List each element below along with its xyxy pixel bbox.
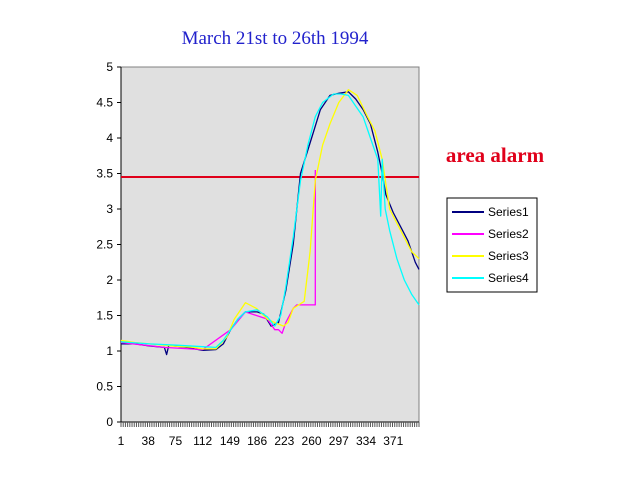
x-tick-label: 371 xyxy=(383,434,403,448)
y-tick-label: 2.5 xyxy=(96,238,113,252)
x-tick-label: 297 xyxy=(329,434,349,448)
y-tick-label: 3.5 xyxy=(96,167,113,181)
x-axis: 1 38 75 112 149 186 223 260 297 334 371 xyxy=(118,421,420,448)
y-tick-label: 4.5 xyxy=(96,96,113,110)
x-tick-label: 1 xyxy=(118,434,125,448)
x-tick-label: 260 xyxy=(302,434,322,448)
x-tick-label: 112 xyxy=(193,434,212,448)
y-tick-label: 0.5 xyxy=(96,380,113,394)
series-line-4 xyxy=(120,93,420,349)
legend-label: Series3 xyxy=(488,249,529,263)
x-tick-label: 334 xyxy=(356,434,376,448)
x-tick-label: 75 xyxy=(169,434,183,448)
y-tick-label: 3 xyxy=(106,202,113,216)
legend-label: Series1 xyxy=(488,205,529,219)
legend-label: Series4 xyxy=(488,271,529,285)
y-tick-label: 0 xyxy=(106,415,113,429)
y-tick-label: 4 xyxy=(106,131,113,145)
legend-label: Series2 xyxy=(488,227,529,241)
y-tick-label: 5 xyxy=(106,60,113,74)
area-alarm-label: area alarm xyxy=(446,143,545,167)
series-line-2 xyxy=(120,170,316,351)
series-line-3 xyxy=(120,89,420,350)
x-tick-label: 38 xyxy=(142,434,156,448)
chart-title: March 21st to 26th 1994 xyxy=(182,28,369,49)
series-lines xyxy=(120,89,420,356)
y-tick-label: 1 xyxy=(106,344,113,358)
y-tick-label: 1.5 xyxy=(96,309,113,323)
x-tick-label: 186 xyxy=(247,434,267,448)
legend-box xyxy=(446,197,538,293)
y-tick-label: 2 xyxy=(106,273,113,287)
x-tick-label: 223 xyxy=(274,434,294,448)
x-tick-label: 149 xyxy=(220,434,240,448)
plot-area xyxy=(120,66,420,423)
y-axis: 0 0.5 1 1.5 2 2.5 3 3.5 4 4.5 5 xyxy=(96,60,122,429)
legend: Series1 Series2 Series3 Series4 xyxy=(446,197,538,293)
